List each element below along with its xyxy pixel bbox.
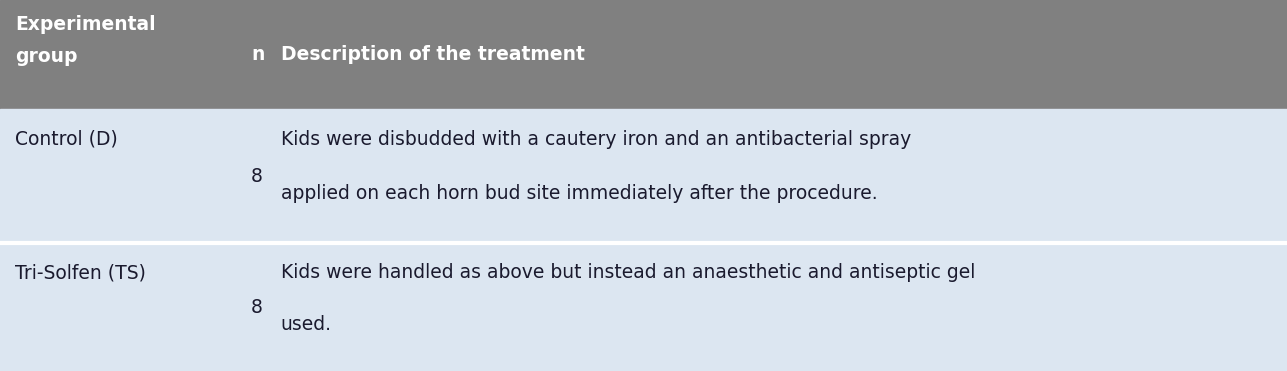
Text: Experimental
group: Experimental group bbox=[15, 15, 156, 66]
Text: applied on each horn bud site immediately after the procedure.: applied on each horn bud site immediatel… bbox=[281, 184, 878, 203]
Text: Kids were disbudded with a cautery iron and an antibacterial spray: Kids were disbudded with a cautery iron … bbox=[281, 130, 911, 149]
Text: n: n bbox=[251, 45, 264, 64]
Bar bbox=[0, 243, 1287, 371]
Text: used.: used. bbox=[281, 315, 332, 334]
Text: Control (D): Control (D) bbox=[15, 130, 118, 149]
Bar bbox=[0, 109, 1287, 243]
Text: Kids were handled as above but instead an anaesthetic and antiseptic gel: Kids were handled as above but instead a… bbox=[281, 263, 976, 282]
Text: 8: 8 bbox=[251, 167, 263, 186]
Bar bbox=[0, 0, 1287, 109]
Text: Description of the treatment: Description of the treatment bbox=[281, 45, 584, 64]
Text: 8: 8 bbox=[251, 298, 263, 316]
Text: Tri-Solfen (TS): Tri-Solfen (TS) bbox=[15, 263, 147, 282]
